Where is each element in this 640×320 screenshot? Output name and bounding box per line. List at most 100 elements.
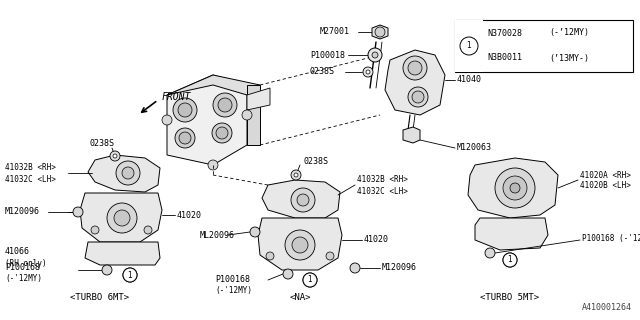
Circle shape xyxy=(250,227,260,237)
Polygon shape xyxy=(167,75,260,95)
Text: 41040: 41040 xyxy=(457,76,482,84)
Circle shape xyxy=(179,132,191,144)
Circle shape xyxy=(510,183,520,193)
Circle shape xyxy=(175,128,195,148)
Text: 0238S: 0238S xyxy=(303,157,328,166)
Text: P100168: P100168 xyxy=(215,276,250,284)
Circle shape xyxy=(162,115,172,125)
Circle shape xyxy=(107,203,137,233)
Text: (RH only): (RH only) xyxy=(5,259,47,268)
Circle shape xyxy=(283,269,293,279)
Circle shape xyxy=(503,176,527,200)
Polygon shape xyxy=(88,155,160,192)
Circle shape xyxy=(403,56,427,80)
Text: 0238S: 0238S xyxy=(90,139,115,148)
Circle shape xyxy=(485,248,495,258)
Polygon shape xyxy=(385,50,445,115)
Polygon shape xyxy=(475,218,548,250)
Circle shape xyxy=(266,252,274,260)
Text: 41032B <RH>: 41032B <RH> xyxy=(5,164,56,172)
Text: 1: 1 xyxy=(508,255,513,265)
Circle shape xyxy=(350,263,360,273)
Circle shape xyxy=(173,98,197,122)
Circle shape xyxy=(102,265,112,275)
Text: <TURBO 5MT>: <TURBO 5MT> xyxy=(481,293,540,302)
Circle shape xyxy=(408,61,422,75)
Text: 41032C <LH>: 41032C <LH> xyxy=(357,187,408,196)
Circle shape xyxy=(123,268,137,282)
Text: P100168 (-'12MY): P100168 (-'12MY) xyxy=(582,234,640,243)
Text: (-’12MY): (-’12MY) xyxy=(549,28,589,37)
Circle shape xyxy=(114,210,130,226)
Circle shape xyxy=(294,173,298,177)
Circle shape xyxy=(178,103,192,117)
Circle shape xyxy=(297,194,309,206)
Polygon shape xyxy=(403,127,420,143)
Polygon shape xyxy=(262,180,340,218)
Text: N370028: N370028 xyxy=(487,28,522,37)
Text: 41020A <RH>: 41020A <RH> xyxy=(580,171,631,180)
Polygon shape xyxy=(247,88,270,110)
Circle shape xyxy=(122,167,134,179)
Text: N3B0011: N3B0011 xyxy=(487,53,522,62)
Polygon shape xyxy=(372,25,388,39)
Text: 1: 1 xyxy=(127,270,132,279)
Polygon shape xyxy=(247,85,260,145)
Text: 41032B <RH>: 41032B <RH> xyxy=(357,175,408,185)
Circle shape xyxy=(375,27,385,37)
Text: FRONT: FRONT xyxy=(162,92,191,102)
Text: M27001: M27001 xyxy=(320,28,350,36)
Circle shape xyxy=(503,253,517,267)
Circle shape xyxy=(503,253,517,267)
Bar xyxy=(455,20,483,72)
Circle shape xyxy=(291,188,315,212)
Circle shape xyxy=(303,273,317,287)
Text: (-'12MY): (-'12MY) xyxy=(215,286,252,295)
Polygon shape xyxy=(85,242,160,265)
Circle shape xyxy=(495,168,535,208)
Text: <NA>: <NA> xyxy=(289,293,311,302)
Text: (’13MY-): (’13MY-) xyxy=(549,53,589,62)
Circle shape xyxy=(91,226,99,234)
Text: ML20096: ML20096 xyxy=(200,230,235,239)
Circle shape xyxy=(303,273,317,287)
Text: 41020B <LH>: 41020B <LH> xyxy=(580,181,631,190)
Circle shape xyxy=(144,226,152,234)
Circle shape xyxy=(212,123,232,143)
Circle shape xyxy=(368,48,382,62)
Circle shape xyxy=(242,110,252,120)
Circle shape xyxy=(73,207,83,217)
Text: P100018: P100018 xyxy=(310,51,345,60)
Circle shape xyxy=(218,98,232,112)
Circle shape xyxy=(326,252,334,260)
Polygon shape xyxy=(468,158,558,218)
Text: 1: 1 xyxy=(467,42,472,51)
Text: M120096: M120096 xyxy=(5,207,40,217)
Text: 41020: 41020 xyxy=(177,211,202,220)
Circle shape xyxy=(123,268,137,282)
Polygon shape xyxy=(167,75,247,165)
Text: M120096: M120096 xyxy=(382,263,417,273)
Text: (-'12MY): (-'12MY) xyxy=(5,275,42,284)
Text: 41032C <LH>: 41032C <LH> xyxy=(5,175,56,185)
Text: 41020: 41020 xyxy=(364,236,389,244)
Circle shape xyxy=(116,161,140,185)
Circle shape xyxy=(213,93,237,117)
Text: 41066: 41066 xyxy=(5,247,30,257)
Text: <TURBO 6MT>: <TURBO 6MT> xyxy=(70,293,129,302)
Polygon shape xyxy=(80,193,162,242)
Text: A410001264: A410001264 xyxy=(582,303,632,312)
Circle shape xyxy=(460,37,478,55)
Circle shape xyxy=(408,87,428,107)
Circle shape xyxy=(208,160,218,170)
Circle shape xyxy=(216,127,228,139)
Text: P100168: P100168 xyxy=(5,263,40,273)
Circle shape xyxy=(372,52,378,58)
Circle shape xyxy=(412,91,424,103)
Circle shape xyxy=(292,237,308,253)
Text: M120063: M120063 xyxy=(457,143,492,153)
Circle shape xyxy=(291,170,301,180)
Polygon shape xyxy=(258,218,342,270)
Circle shape xyxy=(363,67,373,77)
Circle shape xyxy=(366,70,370,74)
